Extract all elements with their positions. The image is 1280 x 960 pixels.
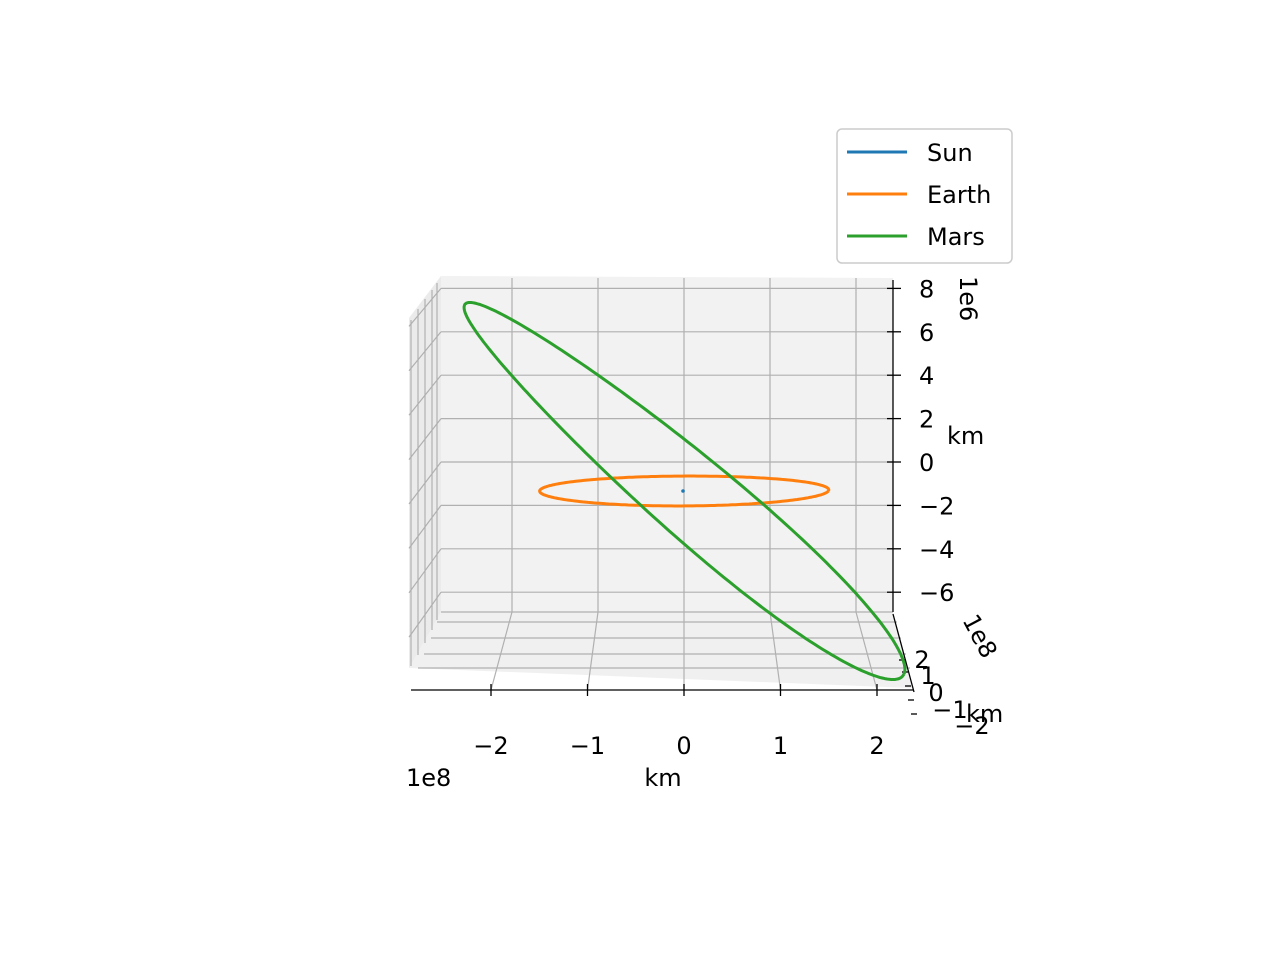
legend-label: Mars	[927, 223, 985, 251]
z-tick-label: 8	[919, 275, 934, 303]
series-layer	[462, 301, 907, 681]
y-tick-label: 1	[920, 662, 935, 690]
y-axis-line	[892, 613, 915, 693]
x-tick-label: −2	[473, 732, 508, 760]
x-tick-label: −1	[570, 732, 605, 760]
y-offset-label: 1e8	[957, 610, 1003, 663]
y-axis-label: km	[966, 700, 1003, 728]
y-tick-label: −2	[954, 712, 989, 740]
grid-floor-line	[769, 611, 782, 691]
y-tick-label: −1	[932, 696, 967, 724]
z-tick-label: 4	[919, 362, 934, 390]
x-tick-label: 1	[773, 732, 788, 760]
grid-floor-line	[586, 611, 599, 691]
y-tick-label: 2	[914, 646, 929, 674]
x-tick-label: 0	[676, 732, 691, 760]
grid-lines	[408, 278, 910, 691]
legend-frame	[836, 128, 1013, 264]
grid-floor-line	[855, 611, 878, 691]
sun-marker	[681, 489, 685, 493]
z-axis-label: km	[947, 422, 984, 450]
z-offset-label: 1e6	[954, 276, 982, 321]
orbit-earth	[538, 474, 831, 508]
floor-pane	[409, 612, 912, 688]
grid-floor-line	[490, 611, 513, 691]
y-tick-label: 0	[928, 679, 943, 707]
x-tick-label: 2	[869, 732, 884, 760]
back-pane	[441, 276, 893, 612]
x-offset-label: 1e8	[406, 764, 451, 792]
legend-label: Earth	[927, 181, 991, 209]
legend-label: Sun	[927, 139, 973, 167]
x-axis-label: km	[644, 764, 681, 792]
legend: Sun Earth Mars	[836, 128, 1013, 264]
orbit-mars	[462, 301, 907, 681]
z-tick-label: 2	[919, 406, 934, 434]
z-tick-label: −4	[919, 536, 954, 564]
z-tick-label: −2	[919, 492, 954, 520]
z-tick-label: 0	[919, 449, 934, 477]
z-tick-label: −6	[919, 579, 954, 607]
z-tick-label: 6	[919, 319, 934, 347]
